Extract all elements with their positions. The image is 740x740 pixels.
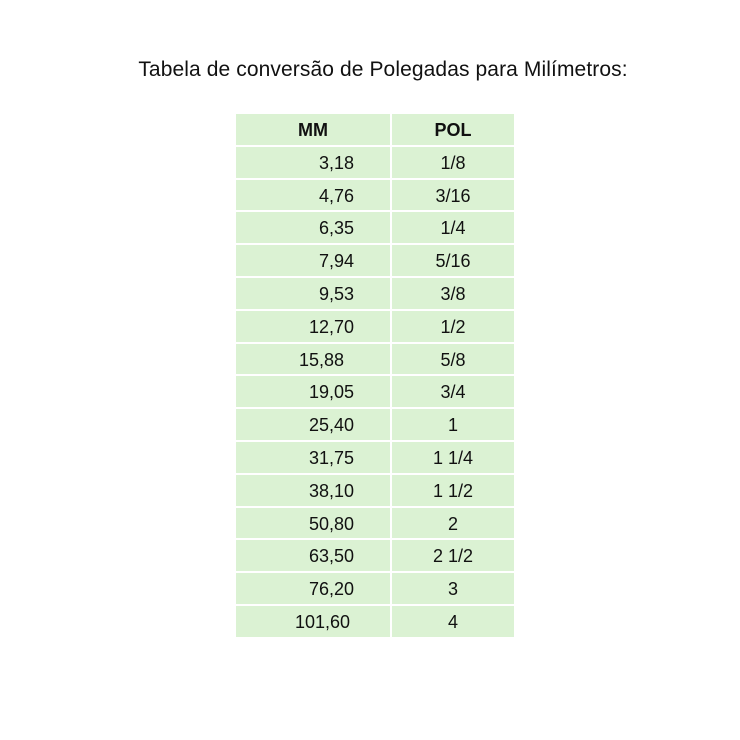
pol-value: 1/4: [392, 212, 514, 246]
mm-value: 31,75: [236, 441, 390, 475]
table-row: 38,10 1 1/2: [236, 474, 514, 508]
page-title: Tabela de conversão de Polegadas para Mi…: [138, 58, 628, 81]
pol-value: 1/8: [392, 146, 514, 180]
pol-value: 5/8: [392, 343, 514, 377]
header-pol: POL: [392, 114, 514, 147]
table-row: 31,75 1 1/4: [236, 441, 514, 475]
mm-value: 12,70: [236, 310, 390, 344]
table-row: 50,80 2: [236, 507, 514, 541]
table-row: 25,40 1: [236, 409, 514, 442]
table-row: 63,50 2 1/2: [236, 540, 514, 574]
pol-value: 3: [392, 573, 514, 606]
conversion-table: MM POL 3,18 1/8 4,76 3/16 6,35 1/4 7,94 …: [236, 114, 514, 639]
mm-value: 19,05: [236, 376, 390, 410]
table-row: 4,76 3/16: [236, 179, 514, 213]
table-row: 6,35 1/4: [236, 212, 514, 246]
pol-value: 1 1/4: [392, 441, 514, 475]
mm-value: 15,88: [236, 343, 390, 377]
pol-value: 2: [392, 507, 514, 541]
header-mm: MM: [236, 114, 390, 147]
mm-value: 63,50: [236, 540, 390, 574]
pol-value: 3/8: [392, 277, 514, 311]
table-row: 76,20 3: [236, 573, 514, 606]
pol-value: 5/16: [392, 245, 514, 278]
pol-value: 2 1/2: [392, 540, 514, 574]
table-row: 15,88 5/8: [236, 343, 514, 377]
pol-value: 1/2: [392, 310, 514, 344]
mm-value: 76,20: [236, 573, 390, 606]
table-row: 7,94 5/16: [236, 245, 514, 278]
mm-value: 4,76: [236, 179, 390, 213]
table-row: 3,18 1/8: [236, 146, 514, 180]
mm-value: 6,35: [236, 212, 390, 246]
table-row: 101,60 4: [236, 605, 514, 639]
table-row: 19,05 3/4: [236, 376, 514, 410]
pol-value: 3/16: [392, 179, 514, 213]
mm-value: 38,10: [236, 474, 390, 508]
mm-value: 25,40: [236, 409, 390, 442]
table-row: 9,53 3/8: [236, 277, 514, 311]
mm-value: 3,18: [236, 146, 390, 180]
table-row: 12,70 1/2: [236, 310, 514, 344]
pol-value: 4: [392, 605, 514, 639]
mm-value: 7,94: [236, 245, 390, 278]
pol-value: 1: [392, 409, 514, 442]
mm-value: 9,53: [236, 277, 390, 311]
pol-value: 1 1/2: [392, 474, 514, 508]
pol-value: 3/4: [392, 376, 514, 410]
mm-value: 50,80: [236, 507, 390, 541]
table-header-row: MM POL: [236, 114, 514, 147]
mm-value: 101,60: [236, 605, 390, 639]
